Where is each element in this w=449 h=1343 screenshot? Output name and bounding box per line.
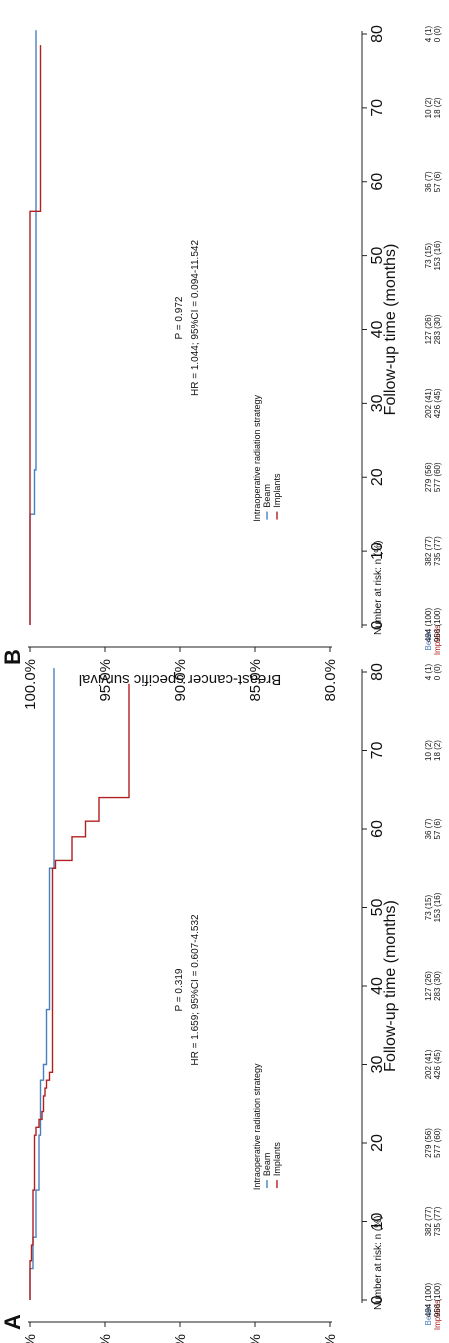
risk-cell: 36 (7) [424, 171, 433, 192]
legend-label-beam: Beam [262, 484, 272, 508]
risk-cell: 426 (45) [433, 388, 442, 418]
y-tick-label: 100.0% [22, 1334, 39, 1343]
risk-cell: 127 (26) [424, 314, 433, 344]
x-tick-label: 80 [369, 25, 386, 43]
risk-row-label-beam: Beam [424, 629, 433, 650]
risk-cell: 4 (1) [424, 25, 433, 42]
x-tick-label: 0 [369, 620, 386, 629]
hr-annotation: HR = 1.044; 95%CI = 0.094-11.542 [190, 240, 201, 396]
legend-title: Intraoperative radiation strategy [252, 1063, 262, 1190]
x-tick-label: 80 [369, 663, 386, 681]
panel-a: 80.0% 85.0% 90.0% 95.0% 100.0% 0 10 20 30 40 50 60 7… [0, 663, 442, 1343]
series-line-implants [29, 45, 42, 625]
risk-cell: 4 (1) [424, 663, 433, 680]
y-tick-label: 95.0% [97, 659, 114, 702]
risk-cell: 202 (41) [424, 388, 433, 418]
risk-cell: 73 (15) [424, 243, 433, 269]
hr-annotation: HR = 1.659; 95%CI = 0.607-4.532 [190, 914, 201, 1066]
risk-row-label-implants: Implants [433, 1300, 442, 1330]
risk-row-label-implants: Implants [433, 625, 442, 655]
y-axis-title: Breast-cancer specific survival [79, 671, 282, 688]
risk-cell: 283 (30) [433, 314, 442, 344]
risk-cell: 0 (0) [433, 25, 442, 42]
y-tick-label: 80.0% [322, 1334, 339, 1343]
risk-cell: 10 (2) [424, 740, 433, 761]
risk-cell: 18 (2) [433, 97, 442, 118]
risk-cell: 735 (77) [433, 1206, 442, 1236]
risk-cell: 956 (100) [433, 608, 442, 643]
risk-cell: 735 (77) [433, 536, 442, 566]
x-tick-label: 60 [369, 820, 386, 838]
x-tick-label: 0 [369, 1295, 386, 1304]
risk-cell: 153 (16) [433, 892, 442, 922]
x-tick-label: 30 [369, 1056, 386, 1074]
series-line-beam [29, 30, 37, 625]
risk-row-label-beam: Beam [424, 1304, 433, 1325]
risk-cell: 202 (41) [424, 1049, 433, 1079]
panel-label: A [0, 1314, 25, 1330]
risk-cell: 577 (60) [433, 462, 442, 492]
x-tick-label: 40 [369, 321, 386, 339]
risk-cell: 73 (15) [424, 894, 433, 920]
x-axis-title: Follow-up time (months) [382, 900, 399, 1072]
risk-cell: 426 (45) [433, 1049, 442, 1079]
risk-cell: 382 (77) [424, 536, 433, 566]
risk-cell: 494 (100) [424, 608, 433, 643]
x-axis-title: Follow-up time (months) [382, 244, 399, 416]
y-tick-label: 85.0% [247, 1334, 264, 1343]
x-tick-label: 30 [369, 394, 386, 412]
legend-title: Intraoperative radiation strategy [252, 395, 262, 522]
legend-label-implants: Implants [272, 473, 282, 508]
y-tick-label: 90.0% [172, 1334, 189, 1343]
risk-cell: 153 (16) [433, 240, 442, 270]
x-tick-label: 10 [369, 542, 386, 560]
risk-cell: 57 (6) [433, 818, 442, 839]
risk-cell: 279 (56) [424, 1128, 433, 1158]
x-tick-label: 20 [369, 1134, 386, 1152]
risk-cell: 956 (100) [433, 1283, 442, 1318]
x-tick-label: 50 [369, 247, 386, 265]
risk-cell: 0 (0) [433, 663, 442, 680]
y-tick-label: 100.0% [22, 659, 39, 710]
y-tick-label: 80.0% [322, 659, 339, 702]
x-tick-label: 60 [369, 173, 386, 191]
x-tick-label: 50 [369, 899, 386, 917]
x-tick-label: 10 [369, 1213, 386, 1231]
p-value-annotation: P = 0.319 [174, 968, 185, 1011]
risk-cell: 494 (100) [424, 1283, 433, 1318]
legend-label-implants: Implants [272, 1142, 282, 1177]
panel-label: B [0, 649, 25, 665]
y-tick-label: 90.0% [172, 659, 189, 702]
risk-cell: 57 (6) [433, 171, 442, 192]
y-tick-label: 95.0% [97, 1334, 114, 1343]
risk-cell: 382 (77) [424, 1206, 433, 1236]
y-tick-label: 85.0% [247, 659, 264, 702]
risk-cell: 10 (2) [424, 97, 433, 118]
x-tick-label: 70 [369, 742, 386, 760]
risk-cell: 36 (7) [424, 818, 433, 839]
risk-cell: 127 (26) [424, 971, 433, 1001]
risk-cell: 577 (60) [433, 1128, 442, 1158]
risk-table-title: Number at risk: n (%) [373, 1216, 384, 1310]
panel-b: 80.0% 85.0% 90.0% 95.0% 100.0% 0 10 20 30 40 50 60 7… [0, 25, 442, 710]
series-line-implants [29, 683, 130, 1300]
legend-label-beam: Beam [262, 1153, 272, 1177]
risk-cell: 283 (30) [433, 971, 442, 1001]
risk-cell: 18 (2) [433, 740, 442, 761]
x-tick-label: 20 [369, 468, 386, 486]
risk-table-title: Number at risk: n (%) [373, 541, 384, 635]
x-tick-label: 40 [369, 977, 386, 995]
x-tick-label: 70 [369, 99, 386, 117]
p-value-annotation: P = 0.972 [174, 296, 185, 339]
risk-cell: 279 (56) [424, 462, 433, 492]
